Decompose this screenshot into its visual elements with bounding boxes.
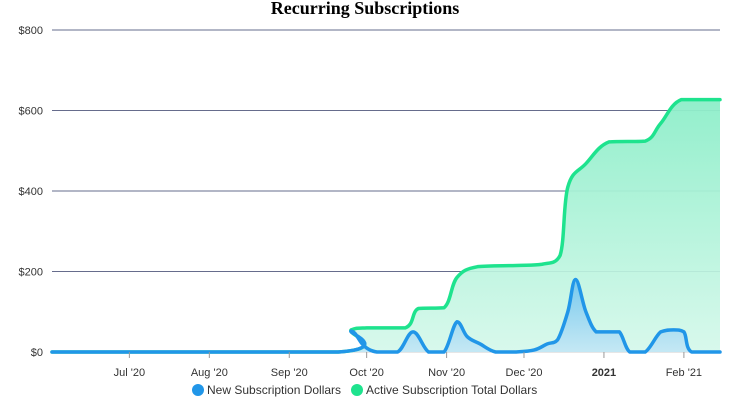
area-active-subscription-total-dollars (52, 99, 720, 352)
x-tick-label: 2021 (592, 367, 616, 379)
x-tick-label: Feb '21 (666, 367, 702, 379)
y-tick-label: $0 (31, 347, 43, 359)
x-tick-label: Sep '20 (271, 367, 308, 379)
legend: New Subscription Dollars Active Subscrip… (192, 383, 537, 397)
y-tick-label: $800 (19, 25, 43, 37)
legend-item-active-subscription-total-dollars[interactable]: Active Subscription Total Dollars (351, 383, 537, 397)
legend-label-new-subscription-dollars: New Subscription Dollars (207, 383, 341, 397)
y-tick-label: $400 (19, 186, 43, 198)
legend-item-new-subscription-dollars[interactable]: New Subscription Dollars (192, 383, 341, 397)
chart-title: Recurring Subscriptions (271, 0, 460, 18)
x-tick-label: Oct '20 (349, 367, 384, 379)
legend-marker-active-subscription-total-dollars (351, 384, 363, 396)
legend-label-active-subscription-total-dollars: Active Subscription Total Dollars (366, 383, 537, 397)
x-axis: Jul '20 Aug '20 Sep '20 Oct '20 Nov '20 Dec '… (114, 352, 702, 379)
x-tick-label: Aug '20 (191, 367, 228, 379)
line-new-subscription-dollars[interactable] (50, 277, 722, 354)
x-tick-label: Dec '20 (506, 367, 543, 379)
y-axis: $0 $200 $400 $600 $800 (19, 25, 43, 359)
series-lines (50, 97, 722, 354)
y-tick-label: $200 (19, 267, 43, 279)
y-tick-label: $600 (19, 106, 43, 118)
x-tick-label: Nov '20 (428, 367, 465, 379)
legend-marker-new-subscription-dollars (192, 384, 204, 396)
x-tick-label: Jul '20 (114, 367, 145, 379)
series-areas (52, 99, 720, 352)
